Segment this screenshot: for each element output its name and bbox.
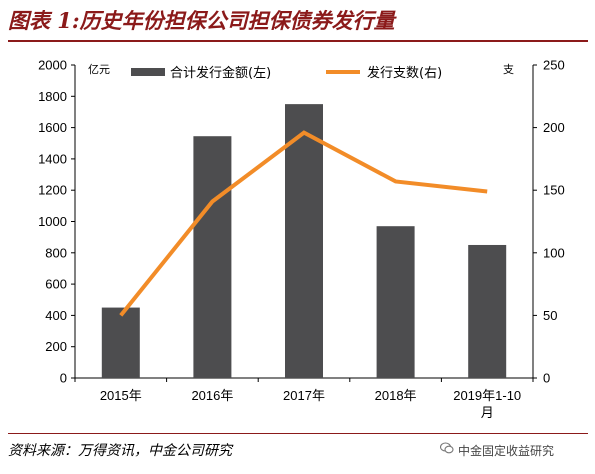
y-left-tick-label: 800 — [45, 245, 67, 260]
y-left-tick-label: 0 — [60, 371, 67, 386]
line-series — [119, 130, 488, 317]
bar — [101, 307, 140, 378]
y-right-tick-label: 150 — [543, 183, 565, 198]
tick-labels: 0 200 400 600 800 1000 1200 1400 1600 1800 2000 0 50… — [38, 58, 565, 421]
x-tick-label: 2016年 — [191, 388, 233, 403]
y-right-tick-label: 250 — [543, 58, 565, 73]
legend-label-line: 发行支数(右) — [367, 65, 442, 81]
bar-series — [101, 104, 507, 378]
bar — [376, 226, 415, 378]
watermark-text: 中金固定收益研究 — [458, 444, 555, 458]
legend-swatch-bar — [131, 68, 165, 76]
y-left-tick-label: 1200 — [38, 183, 67, 198]
chart-title: 图表 1:历史年份担保公司担保债券发行量 — [8, 8, 395, 33]
y-left-tick-label: 600 — [45, 277, 67, 292]
y-left-tick-label: 1600 — [38, 120, 67, 135]
bar — [285, 104, 323, 378]
y-right-tick-label: 50 — [543, 308, 557, 323]
x-tick-label: 2015年 — [100, 388, 142, 403]
y-right-tick-label: 0 — [543, 371, 550, 386]
y-left-tick-label: 2000 — [38, 58, 67, 73]
x-tick-label: 2019年1-10 — [453, 388, 521, 403]
legend-label-bar: 合计发行金额(左) — [170, 65, 271, 81]
footer-divider — [8, 433, 588, 434]
x-tick-label: 2017年 — [283, 388, 325, 403]
x-tick-label: 月 — [481, 405, 494, 420]
wechat-icon — [440, 442, 454, 454]
y-right-unit: 支 — [503, 63, 514, 76]
y-left-tick-label: 400 — [45, 308, 67, 323]
title-divider — [8, 40, 588, 42]
bar — [193, 136, 232, 378]
y-left-unit: 亿元 — [88, 63, 110, 76]
y-left-tick-label: 1000 — [38, 214, 67, 229]
y-left-tick-label: 1400 — [38, 151, 67, 166]
y-left-tick-label: 200 — [45, 339, 67, 354]
y-left-tick-label: 1800 — [38, 89, 67, 104]
x-tick-label: 2018年 — [375, 388, 417, 403]
bar — [468, 244, 507, 378]
y-right-tick-label: 200 — [543, 120, 565, 135]
y-right-tick-label: 100 — [543, 245, 565, 260]
legend: 合计发行金额(左) 发行支数(右) — [131, 65, 442, 81]
source-note: 资料来源：万得资讯，中金公司研究 — [8, 443, 232, 459]
